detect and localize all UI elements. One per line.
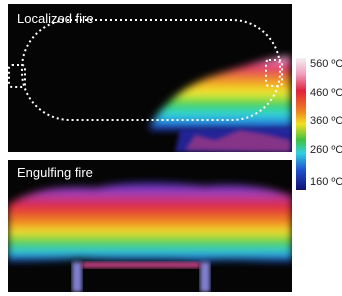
panel-title: Localized fire (17, 11, 94, 26)
colorbar-label: 160 ºC (310, 176, 342, 188)
colorbar-label: 560 ºC (310, 58, 342, 70)
panel-title: Engulfing fire (17, 165, 93, 180)
thermal-image (8, 4, 292, 152)
figure: Localized fire Engulfing fire 560 ºC 460… (0, 0, 342, 296)
colorbar-label: 460 ºC (310, 87, 342, 99)
colorbar-label: 260 ºC (310, 144, 342, 156)
colorbar (296, 58, 306, 190)
colorbar-label: 360 ºC (310, 115, 342, 127)
